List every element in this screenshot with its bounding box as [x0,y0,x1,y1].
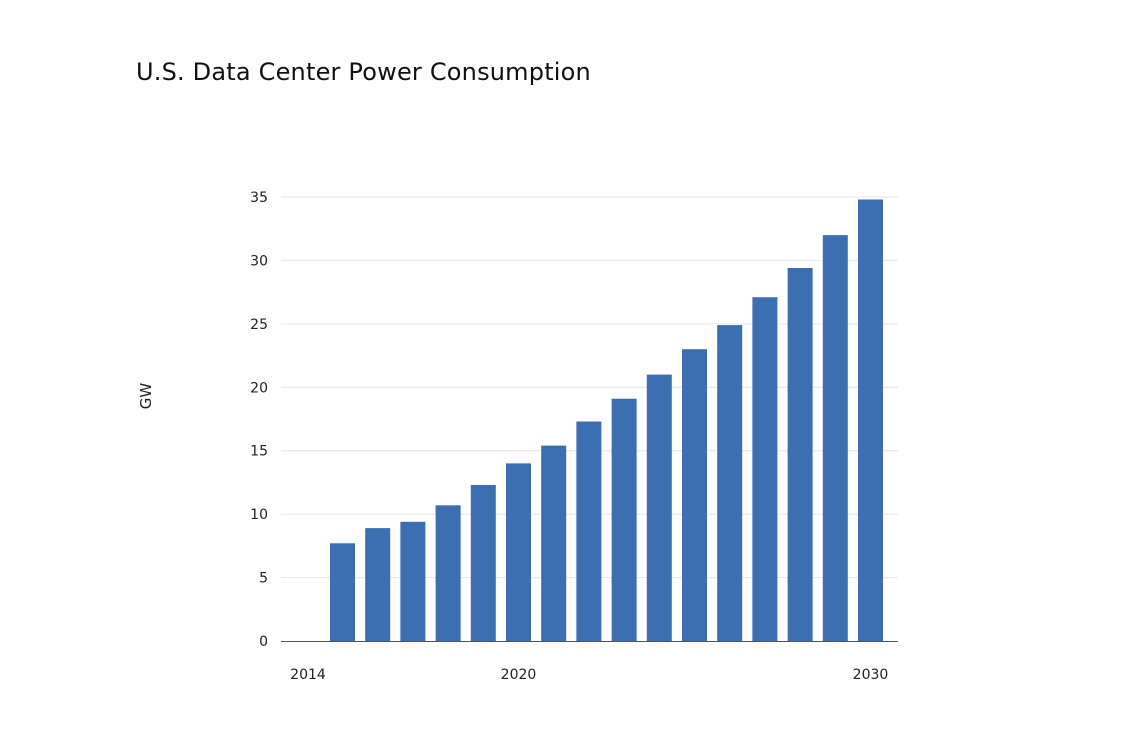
bar-2022 [576,421,602,641]
y-axis-title: GW [137,383,155,410]
bar-2015 [330,543,355,641]
x-tick-label: 2014 [290,667,326,683]
bar-2026 [717,325,743,641]
bar-2021 [541,445,567,641]
x-tick-label: 2030 [853,667,889,683]
bar-2030 [858,199,883,641]
bar-2020 [506,463,531,641]
bar-2023 [611,398,637,641]
y-tick-label: 10 [250,507,268,523]
y-tick-label: 20 [250,380,268,396]
bar-2016 [365,528,391,641]
y-tick-label: 30 [250,253,268,269]
y-tick-label: 5 [259,571,268,587]
bar-2019 [470,485,496,641]
x-tick-label: 2020 [501,667,537,683]
y-tick-label: 35 [250,190,268,206]
bar-2017 [400,521,426,641]
y-tick-label: 25 [250,317,268,333]
bar-2024 [646,374,672,641]
y-tick-label: 0 [259,634,268,650]
bar-2027 [752,297,778,641]
y-axis-ticks: 0 5 10 15 20 25 30 35 [250,190,268,650]
bar-2018 [435,505,461,641]
bar-2029 [822,235,848,641]
bar-2025 [682,349,707,641]
chart-title: U.S. Data Center Power Consumption [136,58,591,86]
bar-2028 [787,268,813,641]
bars [330,199,883,641]
x-axis-ticks: 2014 2020 2030 [290,667,888,683]
y-tick-label: 15 [250,444,268,460]
